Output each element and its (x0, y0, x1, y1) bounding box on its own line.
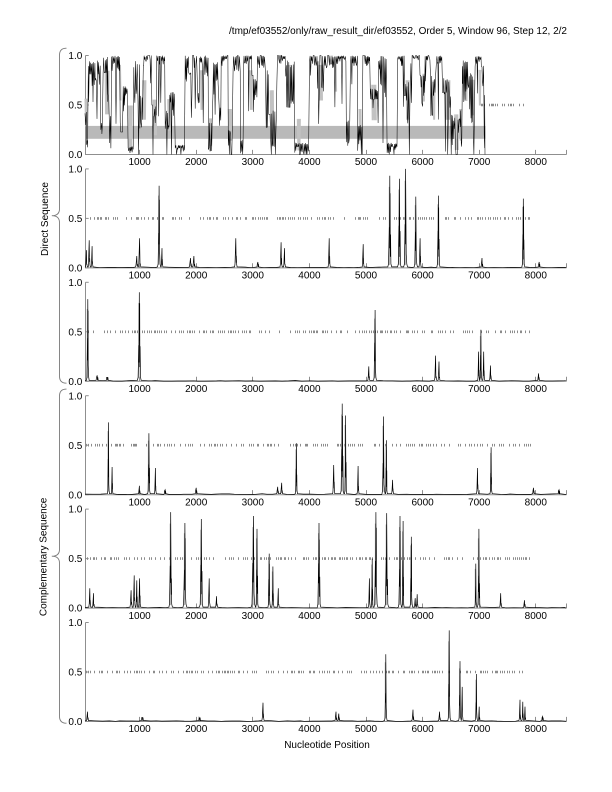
svg-text:8000: 8000 (525, 157, 548, 168)
svg-text:0.5: 0.5 (68, 441, 82, 452)
svg-text:1.0: 1.0 (68, 51, 82, 62)
svg-text:8000: 8000 (525, 498, 548, 509)
svg-text:5000: 5000 (355, 384, 378, 395)
svg-text:6000: 6000 (411, 384, 434, 395)
svg-text:Nucleotide Position: Nucleotide Position (284, 740, 370, 751)
svg-text:4000: 4000 (298, 271, 321, 282)
svg-text:7000: 7000 (468, 271, 491, 282)
svg-text:2000: 2000 (185, 384, 208, 395)
svg-text:8000: 8000 (525, 724, 548, 735)
svg-text:8000: 8000 (525, 611, 548, 622)
svg-text:5000: 5000 (355, 611, 378, 622)
svg-text:2000: 2000 (185, 271, 208, 282)
svg-text:Direct Sequence: Direct Sequence (40, 182, 51, 256)
svg-text:0.0: 0.0 (68, 717, 82, 728)
svg-text:0.0: 0.0 (68, 604, 82, 615)
svg-text:4000: 4000 (298, 157, 321, 168)
svg-text:2000: 2000 (185, 724, 208, 735)
svg-text:0.5: 0.5 (68, 101, 82, 112)
svg-text:0.5: 0.5 (68, 668, 82, 679)
svg-text:0.0: 0.0 (68, 490, 82, 501)
svg-text:5000: 5000 (355, 271, 378, 282)
svg-text:4000: 4000 (298, 611, 321, 622)
svg-text:1.0: 1.0 (68, 391, 82, 402)
svg-text:3000: 3000 (242, 724, 265, 735)
svg-text:1000: 1000 (128, 498, 151, 509)
svg-text:2000: 2000 (185, 611, 208, 622)
svg-text:4000: 4000 (298, 384, 321, 395)
svg-text:2000: 2000 (185, 498, 208, 509)
svg-text:6000: 6000 (411, 611, 434, 622)
svg-text:6000: 6000 (411, 724, 434, 735)
svg-text:1000: 1000 (128, 157, 151, 168)
svg-text:1000: 1000 (128, 724, 151, 735)
svg-text:0.5: 0.5 (68, 554, 82, 565)
svg-text:6000: 6000 (411, 157, 434, 168)
svg-text:8000: 8000 (525, 384, 548, 395)
svg-text:7000: 7000 (468, 724, 491, 735)
svg-text:1.0: 1.0 (68, 618, 82, 629)
svg-text:1.0: 1.0 (68, 165, 82, 176)
svg-text:0.5: 0.5 (68, 327, 82, 338)
svg-text:1000: 1000 (128, 384, 151, 395)
svg-text:4000: 4000 (298, 498, 321, 509)
svg-text:3000: 3000 (242, 157, 265, 168)
svg-text:5000: 5000 (355, 724, 378, 735)
svg-text:1.0: 1.0 (68, 505, 82, 516)
svg-text:7000: 7000 (468, 384, 491, 395)
svg-text:/tmp/ef03552/only/raw_result_d: /tmp/ef03552/only/raw_result_dir/ef03552… (229, 26, 567, 37)
svg-text:3000: 3000 (242, 611, 265, 622)
svg-text:2000: 2000 (185, 157, 208, 168)
svg-text:0.5: 0.5 (68, 214, 82, 225)
svg-text:1.0: 1.0 (68, 278, 82, 289)
svg-text:3000: 3000 (242, 498, 265, 509)
svg-text:0.0: 0.0 (68, 377, 82, 388)
svg-text:6000: 6000 (411, 498, 434, 509)
svg-text:Complementary Sequence: Complementary Sequence (39, 497, 50, 616)
svg-text:1000: 1000 (128, 271, 151, 282)
svg-text:0.0: 0.0 (68, 264, 82, 275)
svg-text:5000: 5000 (355, 498, 378, 509)
svg-text:7000: 7000 (468, 611, 491, 622)
svg-text:0.0: 0.0 (68, 150, 82, 161)
svg-text:4000: 4000 (298, 724, 321, 735)
svg-text:6000: 6000 (411, 271, 434, 282)
svg-text:5000: 5000 (355, 157, 378, 168)
svg-text:3000: 3000 (242, 271, 265, 282)
svg-text:7000: 7000 (468, 498, 491, 509)
svg-text:1000: 1000 (128, 611, 151, 622)
svg-text:8000: 8000 (525, 271, 548, 282)
svg-text:7000: 7000 (468, 157, 491, 168)
svg-text:3000: 3000 (242, 384, 265, 395)
